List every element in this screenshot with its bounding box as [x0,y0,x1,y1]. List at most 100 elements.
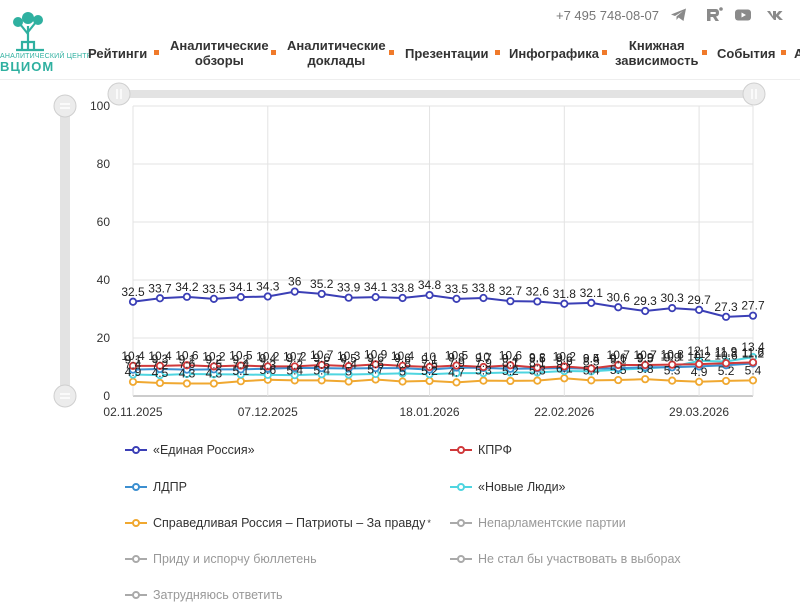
data-point [209,362,218,371]
data-label: 5.4 [313,363,330,377]
data-point [236,293,245,302]
data-label: 4.3 [206,367,223,381]
data-label: 7.3 [259,358,276,372]
data-point [155,378,165,388]
data-point [452,378,461,387]
x-axis-ticks: 02.11.2025 07.12.2025 18.01.2026 22.02.2026… [103,405,729,419]
y-tick-label: 40 [97,273,111,287]
data-label: 27.3 [714,300,738,314]
data-point [290,287,299,296]
legend-label: Непарламентские партии [478,516,626,530]
chart-data-labels: 4.9 4.5 4.3 4.3 5.1 5.6 5.4 5.4 5 5.7 5 5.2 4.7 5.3 5.… [121,275,765,381]
data-point [533,363,542,372]
data-label: 11 [693,347,706,361]
data-point [398,377,407,386]
nav-item-events[interactable]: События [717,46,776,61]
vk-icon[interactable] [766,7,784,23]
legend-item[interactable]: Затрудняюсь ответить [125,585,283,605]
x-tick-label: 07.12.2025 [238,405,298,419]
vertical-range-handle-bottom[interactable] [53,384,77,408]
legend-label: КПРФ [478,443,512,457]
data-label: 32.7 [499,284,523,298]
data-label: 9.7 [475,351,492,365]
data-point [587,376,596,385]
data-label: 5.2 [718,364,735,378]
data-label: 9.4 [583,352,600,366]
data-point [479,362,488,372]
data-point [668,360,677,369]
data-label: 10.1 [660,350,684,364]
data-label: 10 [423,350,437,364]
data-label: 9.8 [529,351,546,365]
data-point [560,362,569,371]
data-point [344,293,353,302]
nav-item-analytical-reviews[interactable]: Аналитические обзоры [170,38,269,68]
nav-item-book-addiction[interactable]: Книжная зависимость [615,38,699,68]
nav-item-presentations[interactable]: Презентации [405,46,489,61]
legend-label: Справедливая Россия – Патриоты – За прав… [153,516,426,530]
legend-item[interactable]: Приду и испорчу бюллетень [125,549,317,569]
data-label: 10.2 [283,349,307,363]
data-label: 10.4 [391,349,415,363]
series-line [132,377,754,385]
data-label: 11.3 [715,346,738,360]
nav-separator [495,50,500,55]
data-label: 5.3 [664,364,681,378]
data-point [614,303,623,312]
y-tick-label: 80 [97,157,111,171]
data-point [694,377,704,386]
legend-item[interactable]: «Новые Люди» [450,477,566,497]
data-label: 10.2 [553,349,577,363]
legend-item[interactable]: ЛДПР [125,477,187,497]
data-label: 9.1 [421,353,438,367]
youtube-icon[interactable] [734,7,752,23]
nav-item-infographics[interactable]: Инфографика [509,46,600,61]
data-point [668,376,677,385]
vertical-range-track [60,98,70,398]
legend-swatch [125,445,147,455]
series-line [132,362,754,371]
data-label: 5.4 [286,363,303,377]
data-label: 7.6 [179,357,196,371]
legend-item[interactable]: КПРФ [450,440,512,460]
data-label: 4.5 [152,366,169,380]
telegram-icon[interactable] [670,7,688,23]
y-axis-ticks: 0 20 40 60 80 100 [90,99,110,403]
nav-item-analytical-reports[interactable]: Аналитические доклады [287,38,386,68]
data-label: 8.1 [502,356,519,370]
nav-separator [602,50,607,55]
horizontal-range-handle-left[interactable] [107,82,131,106]
legend-item[interactable]: Справедливая Россия – Патриоты – За прав… [125,513,431,533]
legend-item[interactable]: «Единая Россия» [125,440,255,460]
phone-number[interactable]: +7 495 748-08-07 [556,8,660,23]
data-point [425,290,434,300]
legend-swatch [450,518,472,528]
data-point [721,312,731,321]
data-point [371,360,380,369]
horizontal-range-handle-right[interactable] [742,82,766,106]
data-point [398,293,407,303]
data-point [290,362,299,371]
data-point [748,311,758,320]
data-point [668,304,677,313]
x-tick-label: 22.02.2026 [534,405,594,419]
chart-series [128,287,758,388]
data-label: 9.6 [394,351,411,365]
vertical-range-handle-top[interactable] [53,94,77,118]
legend-item[interactable]: Не стал бы участвовать в выборах [450,549,681,569]
data-label: 10.6 [175,348,199,362]
data-label: 32.6 [526,284,550,298]
legend-item[interactable]: Непарламентские партии [450,513,626,533]
nav-item-more[interactable]: А [794,46,800,61]
data-point [398,361,407,370]
data-point [694,359,704,369]
nav-item-ratings[interactable]: Рейтинги [88,46,148,61]
data-point [182,379,192,388]
data-point [748,376,758,385]
rutube-icon[interactable] [705,7,723,23]
data-label: 9.6 [367,351,384,365]
data-label: 33.8 [391,281,415,295]
vciom-logo[interactable]: АНАЛИТИЧЕСКИЙ ЦЕНТР ВЦИОМ [0,6,91,74]
data-point [236,361,245,370]
data-label: 9.1 [125,353,142,367]
